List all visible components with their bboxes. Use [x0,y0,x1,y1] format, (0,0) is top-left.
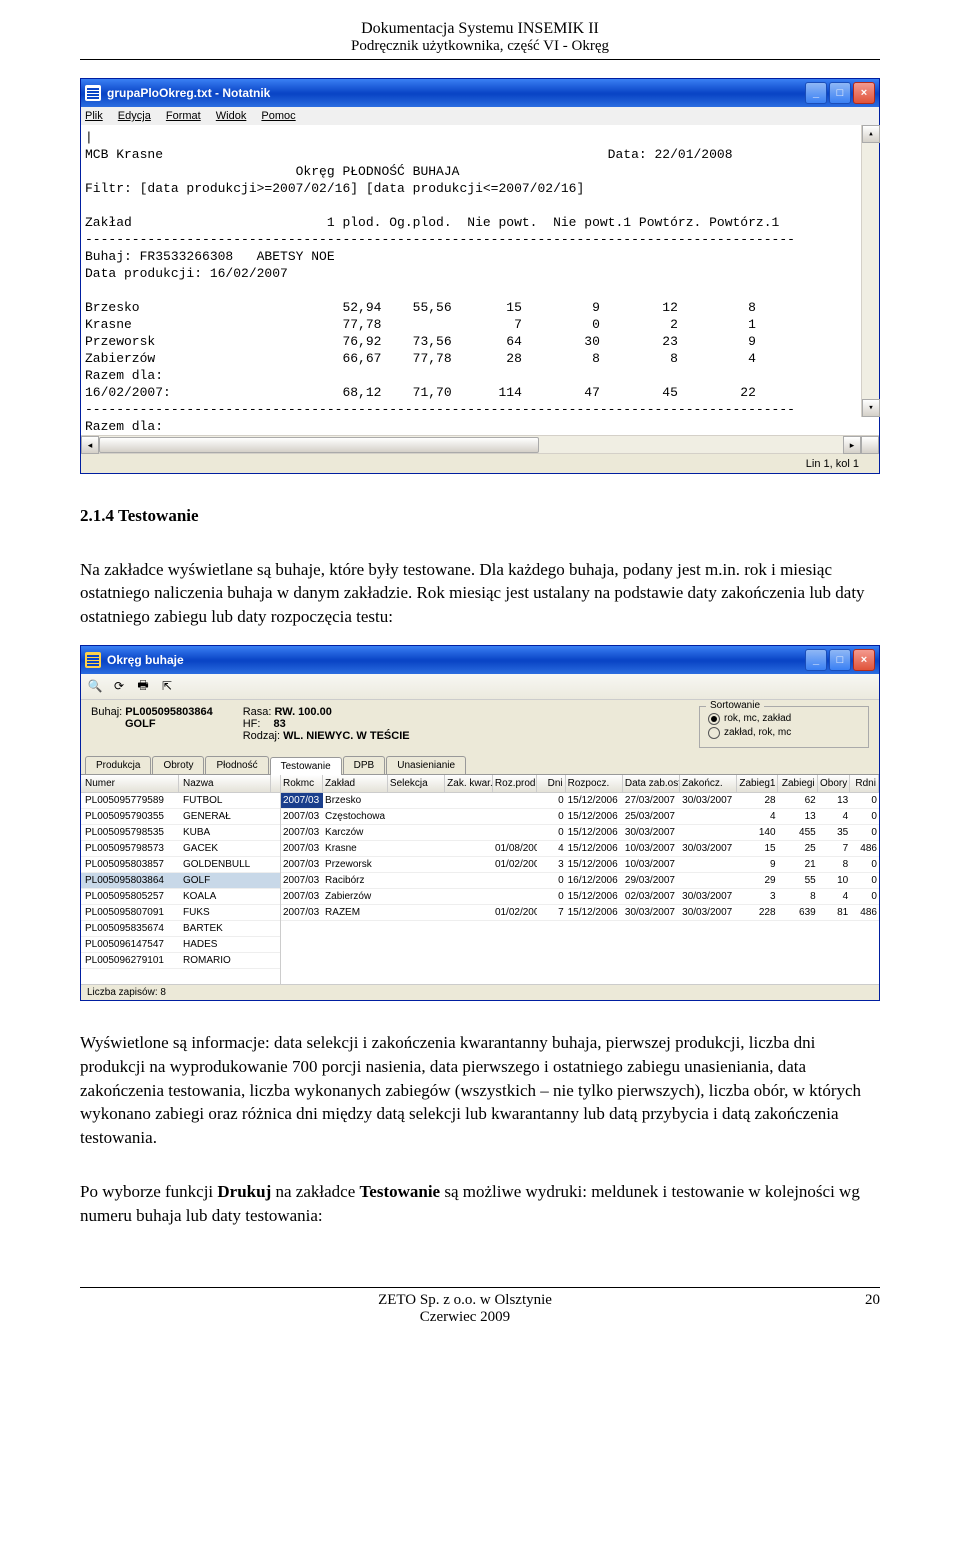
section-paragraph: Na zakładce wyświetlane są buhaje, które… [80,558,880,629]
list-item[interactable]: PL005095835674BARTEK [81,921,280,937]
rodzaj-value: WL. NIEWYC. W TEŚCIE [283,730,410,742]
list-item[interactable]: PL005096147547HADES [81,937,280,953]
radio-icon [708,727,720,739]
app-icon [85,652,101,668]
table-row[interactable]: 2007/03Brzesko015/12/200627/03/200730/03… [281,793,879,809]
list-item[interactable]: PL005095798573GACEK [81,841,280,857]
table-row[interactable]: 2007/03Przeworsk01/02/2006315/12/200610/… [281,857,879,873]
left-list: Numer Nazwa PL005095779589FUTBOLPL005095… [81,775,281,984]
page-footer: ZETO Sp. z o.o. w Olsztynie Czerwiec 200… [80,1287,880,1326]
hf-value: 83 [274,718,286,730]
hf-label: HF: [243,718,261,730]
toolbar: 🔍 ⟳ 🖶 ⇱ [81,674,879,700]
nazwa-value: GOLF [125,718,156,730]
tab-unasienianie[interactable]: Unasienianie [386,756,466,774]
page-header: Dokumentacja Systemu INSEMIK II Podręczn… [80,20,880,60]
sort-opt2[interactable]: zakład, rok, mc [708,727,860,739]
minimize-button[interactable]: _ [805,82,827,104]
menu-help[interactable]: Pomoc [261,110,295,122]
scroll-up-icon[interactable]: ▴ [862,125,880,143]
maximize-button[interactable]: □ [829,649,851,671]
tab-strip: Produkcja Obroty Płodność Testowanie DPB… [81,752,879,774]
info-panel: Buhaj: PL005095803864 GOLF Rasa: RW. 100… [81,700,879,752]
list-item[interactable]: PL005095798535KUBA [81,825,280,841]
menu-bar: Plik Edycja Format Widok Pomoc [81,107,879,125]
rodzaj-label: Rodzaj: [243,730,280,742]
app-titlebar[interactable]: Okręg buhaje _ □ × [81,646,879,674]
table-row[interactable]: 2007/03Zabierzów015/12/200602/03/200730/… [281,889,879,905]
radio-icon [708,713,720,725]
footer-line1: ZETO Sp. z o.o. w Olsztynie [80,1292,850,1309]
header-line2: Podręcznik użytkownika, część VI - Okręg [80,38,880,55]
buhaj-label: Buhaj: [91,706,122,718]
menu-file[interactable]: Plik [85,110,103,122]
app-title: Okręg buhaje [107,653,805,667]
window-title: grupaPloOkreg.txt - Notatnik [107,86,805,100]
section-2-1-4: 2.1.4 Testowanie Na zakładce wyświetlane… [80,504,880,629]
list-item[interactable]: PL005095790355GENERAŁ [81,809,280,825]
left-header: Numer Nazwa [81,775,280,793]
refresh-icon[interactable]: ⟳ [109,676,129,696]
resize-grip[interactable] [861,436,879,454]
col-nazwa[interactable]: Nazwa [179,775,271,792]
scroll-left-icon[interactable]: ◂ [81,436,99,454]
scroll-thumb[interactable] [99,437,539,453]
print-icon[interactable]: 🖶 [133,676,153,696]
list-item[interactable]: PL005095803857GOLDENBULL [81,857,280,873]
right-grid: Rokmc Zakład Selekcja Zak. kwar. Roz.pro… [281,775,879,984]
scroll-right-icon[interactable]: ▸ [843,436,861,454]
grid-header: Rokmc Zakład Selekcja Zak. kwar. Roz.pro… [281,775,879,793]
list-item[interactable]: PL005095805257KOALA [81,889,280,905]
tab-dpb[interactable]: DPB [343,756,386,774]
vertical-scrollbar[interactable]: ▴ ▾ [861,125,879,417]
rasa-label: Rasa: [243,706,272,718]
tab-plodnosc[interactable]: Płodność [205,756,268,774]
menu-edit[interactable]: Edycja [118,110,151,122]
search-icon[interactable]: 🔍 [85,676,105,696]
menu-view[interactable]: Widok [216,110,247,122]
list-item[interactable]: PL005095803864GOLF [81,873,280,889]
desc-p1: Wyświetlone są informacje: data selekcji… [80,1031,880,1150]
titlebar[interactable]: grupaPloOkreg.txt - Notatnik _ □ × [81,79,879,107]
footer-line2: Czerwiec 2009 [80,1309,850,1326]
list-item[interactable]: PL005096279101ROMARIO [81,953,280,969]
notepad-icon [85,85,101,101]
scroll-down-icon[interactable]: ▾ [862,399,880,417]
buhaj-value: PL005095803864 [125,706,212,718]
description-text: Wyświetlone są informacje: data selekcji… [80,1031,880,1227]
header-line1: Dokumentacja Systemu INSEMIK II [80,20,880,38]
menu-format[interactable]: Format [166,110,201,122]
export-icon[interactable]: ⇱ [157,676,177,696]
section-heading: 2.1.4 Testowanie [80,504,880,528]
maximize-button[interactable]: □ [829,82,851,104]
tab-testowanie[interactable]: Testowanie [270,757,342,775]
notepad-text[interactable]: | MCB Krasne Data: 22/01/2008 Okręg PŁOD… [83,129,877,435]
list-item[interactable]: PL005095807091FUKS [81,905,280,921]
table-row[interactable]: 2007/03Racibórz016/12/200629/03/20072955… [281,873,879,889]
sort-opt1[interactable]: rok, mc, zakład [708,713,860,725]
page-number: 20 [850,1292,880,1326]
list-item[interactable]: PL005095779589FUTBOL [81,793,280,809]
notepad-window: grupaPloOkreg.txt - Notatnik _ □ × Plik … [80,78,880,474]
horizontal-scrollbar[interactable]: ◂ ▸ [81,435,879,453]
close-button[interactable]: × [853,649,875,671]
table-row[interactable]: 2007/03RAZEM01/02/2006715/12/200630/03/2… [281,905,879,921]
app-window: Okręg buhaje _ □ × 🔍 ⟳ 🖶 ⇱ Buhaj: PL0050… [80,645,880,1001]
tab-produkcja[interactable]: Produkcja [85,756,151,774]
col-numer[interactable]: Numer [81,775,179,792]
sort-group: Sortowanie rok, mc, zakład zakład, rok, … [699,706,869,748]
close-button[interactable]: × [853,82,875,104]
minimize-button[interactable]: _ [805,649,827,671]
status-bar: Lin 1, kol 1 [81,453,879,473]
sort-legend: Sortowanie [706,700,764,711]
desc-p2: Po wyborze funkcji Drukuj na zakładce Te… [80,1180,880,1228]
rasa-value: RW. 100.00 [275,706,332,718]
table-row[interactable]: 2007/03Częstochowa015/12/200625/03/20074… [281,809,879,825]
table-row[interactable]: 2007/03Karczów015/12/200630/03/200714045… [281,825,879,841]
tab-obroty[interactable]: Obroty [152,756,204,774]
app-status-bar: Liczba zapisów: 8 [81,984,879,1000]
cursor-position: Lin 1, kol 1 [806,458,859,470]
table-row[interactable]: 2007/03Krasne01/08/2006415/12/200610/03/… [281,841,879,857]
